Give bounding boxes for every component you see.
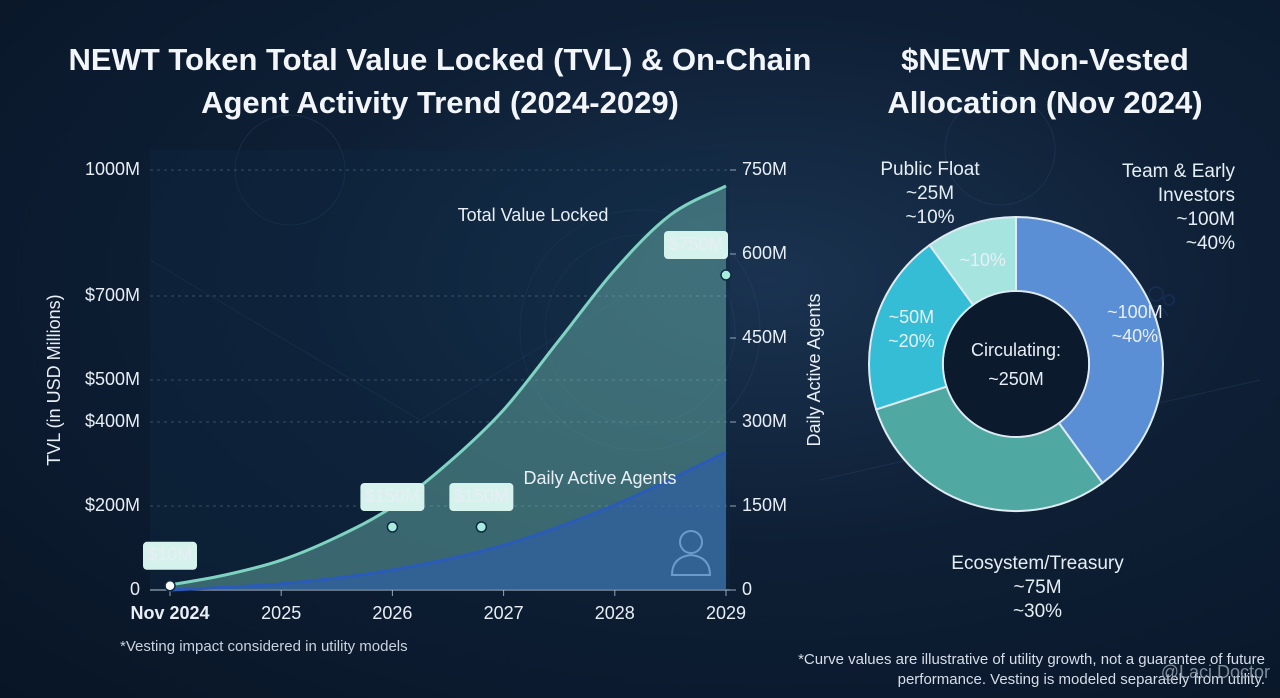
slice-callout: Team & Early Investors ~100M ~40% bbox=[1090, 160, 1235, 256]
footnote-right: *Curve values are illustrative of utilit… bbox=[798, 651, 1265, 688]
callout-percent: ~10% bbox=[905, 207, 955, 228]
y2-tick-label: 750M bbox=[742, 159, 787, 179]
slice-callout: Ecosystem/Treasury ~75M ~30% bbox=[930, 552, 1145, 624]
callout-name: Ecosystem/Treasury bbox=[951, 553, 1124, 574]
slice-label: ~100M bbox=[1107, 302, 1163, 322]
center-title: Circulating: bbox=[971, 340, 1061, 360]
annotation-box bbox=[449, 483, 514, 511]
y-tick-label: $400M bbox=[85, 411, 140, 431]
annotation-box bbox=[360, 483, 425, 511]
series-label: Total Value Locked bbox=[458, 205, 609, 225]
donut-slice bbox=[874, 385, 1104, 512]
slice-label: ~50M bbox=[889, 307, 935, 327]
background-decoration bbox=[149, 94, 1261, 481]
annotation-dot bbox=[164, 580, 176, 592]
y2-tick-label: 450M bbox=[742, 327, 787, 347]
donut-slice bbox=[1015, 215, 1164, 485]
annotation-label: $10M bbox=[147, 545, 192, 565]
callout-percent: ~30% bbox=[1012, 601, 1063, 622]
callout-amount: ~25M bbox=[905, 183, 955, 204]
y-tick-label: 0 bbox=[130, 579, 140, 599]
x-tick-label: 2026 bbox=[372, 603, 412, 623]
x-tick-label: Nov 2024 bbox=[130, 603, 209, 623]
y2-tick-label: 0 bbox=[742, 579, 752, 599]
annotation-dot bbox=[386, 521, 399, 533]
series-area bbox=[170, 185, 726, 590]
annotation-label: $150M bbox=[365, 486, 420, 506]
donut-hole bbox=[944, 292, 1088, 436]
x-tick-label: 2027 bbox=[484, 603, 524, 623]
y-axis-label: TVL (in USD Millions) bbox=[44, 294, 64, 465]
annotation-box bbox=[143, 541, 197, 570]
center-value: ~250M bbox=[988, 369, 1044, 389]
annotation-box bbox=[664, 231, 728, 259]
callout-amount: ~100M bbox=[1176, 209, 1235, 230]
slice-label: ~20% bbox=[888, 331, 935, 351]
series-line bbox=[169, 450, 727, 592]
y2-tick-label: 150M bbox=[742, 495, 787, 515]
callout-name: Public Float bbox=[880, 159, 980, 180]
x-tick-label: 2025 bbox=[261, 603, 301, 623]
slice-label: ~10% bbox=[959, 250, 1006, 270]
y2-axis-label: Daily Active Agents bbox=[804, 293, 824, 446]
callout-percent: ~40% bbox=[1185, 233, 1235, 254]
watermark: @Laci Doctor bbox=[1160, 662, 1270, 682]
annotation-label: $150M bbox=[454, 486, 509, 506]
slice-label: ~40% bbox=[1112, 326, 1159, 346]
callout-name: Team & Early Investors bbox=[1122, 161, 1235, 206]
y-tick-label: 1000M bbox=[85, 159, 140, 179]
series-label: Daily Active Agents bbox=[523, 468, 676, 488]
slice-callout: Public Float ~25M ~10% bbox=[860, 158, 1000, 230]
line-chart-title: NEWT Token Total Value Locked (TVL) & On… bbox=[68, 42, 812, 120]
y2-tick-label: 600M bbox=[742, 243, 787, 263]
series-area bbox=[170, 452, 726, 590]
annotation-label: $750M bbox=[668, 234, 723, 254]
y-tick-label: $500M bbox=[85, 369, 140, 389]
y-tick-label: $200M bbox=[85, 495, 140, 515]
y-tick-label: $700M bbox=[85, 285, 140, 305]
annotation-dot bbox=[720, 269, 732, 281]
footnote-left: *Vesting impact considered in utility mo… bbox=[120, 638, 408, 655]
donut-chart-title: $NEWT Non-Vested Allocation (Nov 2024) bbox=[887, 42, 1203, 120]
x-tick-label: 2029 bbox=[706, 603, 746, 623]
x-tick-label: 2028 bbox=[595, 603, 635, 623]
y2-tick-label: 300M bbox=[742, 411, 787, 431]
callout-amount: ~75M bbox=[1013, 577, 1062, 598]
donut-slice bbox=[928, 215, 1017, 307]
donut-slice bbox=[868, 243, 975, 411]
series-line bbox=[169, 184, 727, 587]
annotation-dot bbox=[475, 521, 488, 533]
